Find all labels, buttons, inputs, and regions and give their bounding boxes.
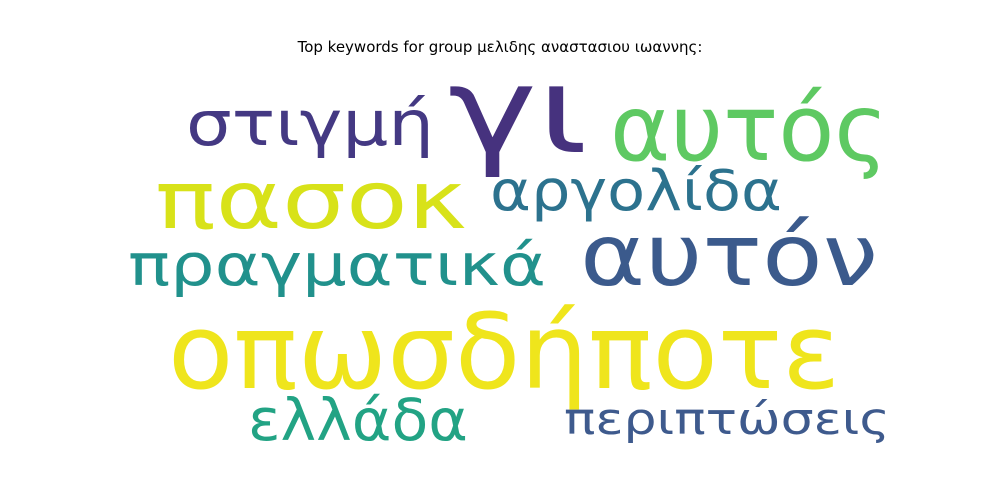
word-5: αργολίδα (490, 159, 782, 224)
word-1: γι (448, 42, 588, 181)
word-3: αυτός (610, 75, 888, 182)
chart-title: Top keywords for group μελιδης αναστασιο… (297, 38, 703, 56)
word-7: πραγματικά (128, 231, 546, 299)
word-8: οπωσδήποτε (168, 291, 840, 413)
word-2: στιγμή (186, 87, 434, 160)
word-6: αυτόν (580, 206, 878, 306)
word-9: ελλάδα (248, 386, 468, 454)
word-10: περιπτώσεις (564, 394, 890, 445)
word-4: πασοκ (155, 154, 467, 247)
